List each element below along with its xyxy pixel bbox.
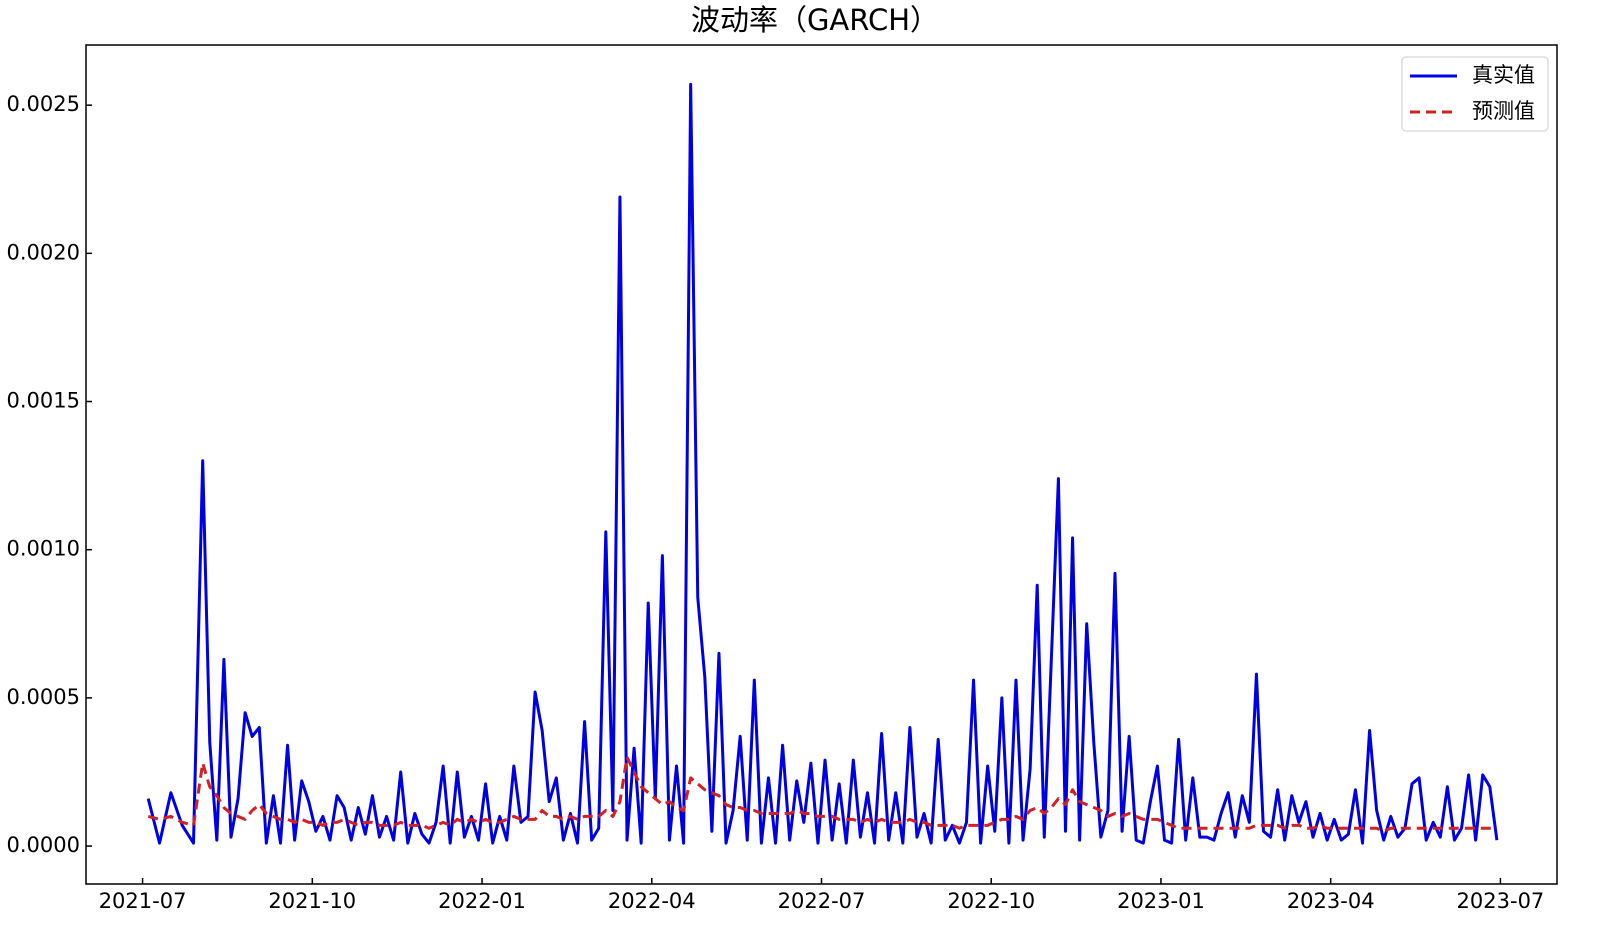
x-tick-label: 2021-10 <box>268 889 356 913</box>
legend-label: 预测值 <box>1472 99 1535 123</box>
legend-label: 真实值 <box>1472 63 1535 87</box>
y-tick-label: 0.0015 <box>7 389 80 413</box>
x-tick-label: 2023-07 <box>1457 889 1545 913</box>
x-tick-label: 2023-04 <box>1287 889 1375 913</box>
x-tick-label: 2022-04 <box>608 889 696 913</box>
series-line <box>147 755 1497 833</box>
y-tick-label: 0.0010 <box>7 537 80 561</box>
series-line <box>146 82 1499 845</box>
y-tick-label: 0.0020 <box>7 240 80 264</box>
x-tick-label: 2023-01 <box>1117 889 1205 913</box>
plot-frame <box>85 44 1558 885</box>
x-tick-label: 2022-01 <box>438 889 526 913</box>
chart-title: 波动率（GARCH） <box>691 3 939 37</box>
x-tick-label: 2022-07 <box>778 889 866 913</box>
x-tick-label: 2022-10 <box>947 889 1035 913</box>
x-tick-label: 2021-07 <box>99 889 187 913</box>
y-tick-label: 0.0025 <box>7 92 80 116</box>
y-tick-label: 0.0000 <box>7 833 80 857</box>
y-tick-label: 0.0005 <box>7 685 80 709</box>
